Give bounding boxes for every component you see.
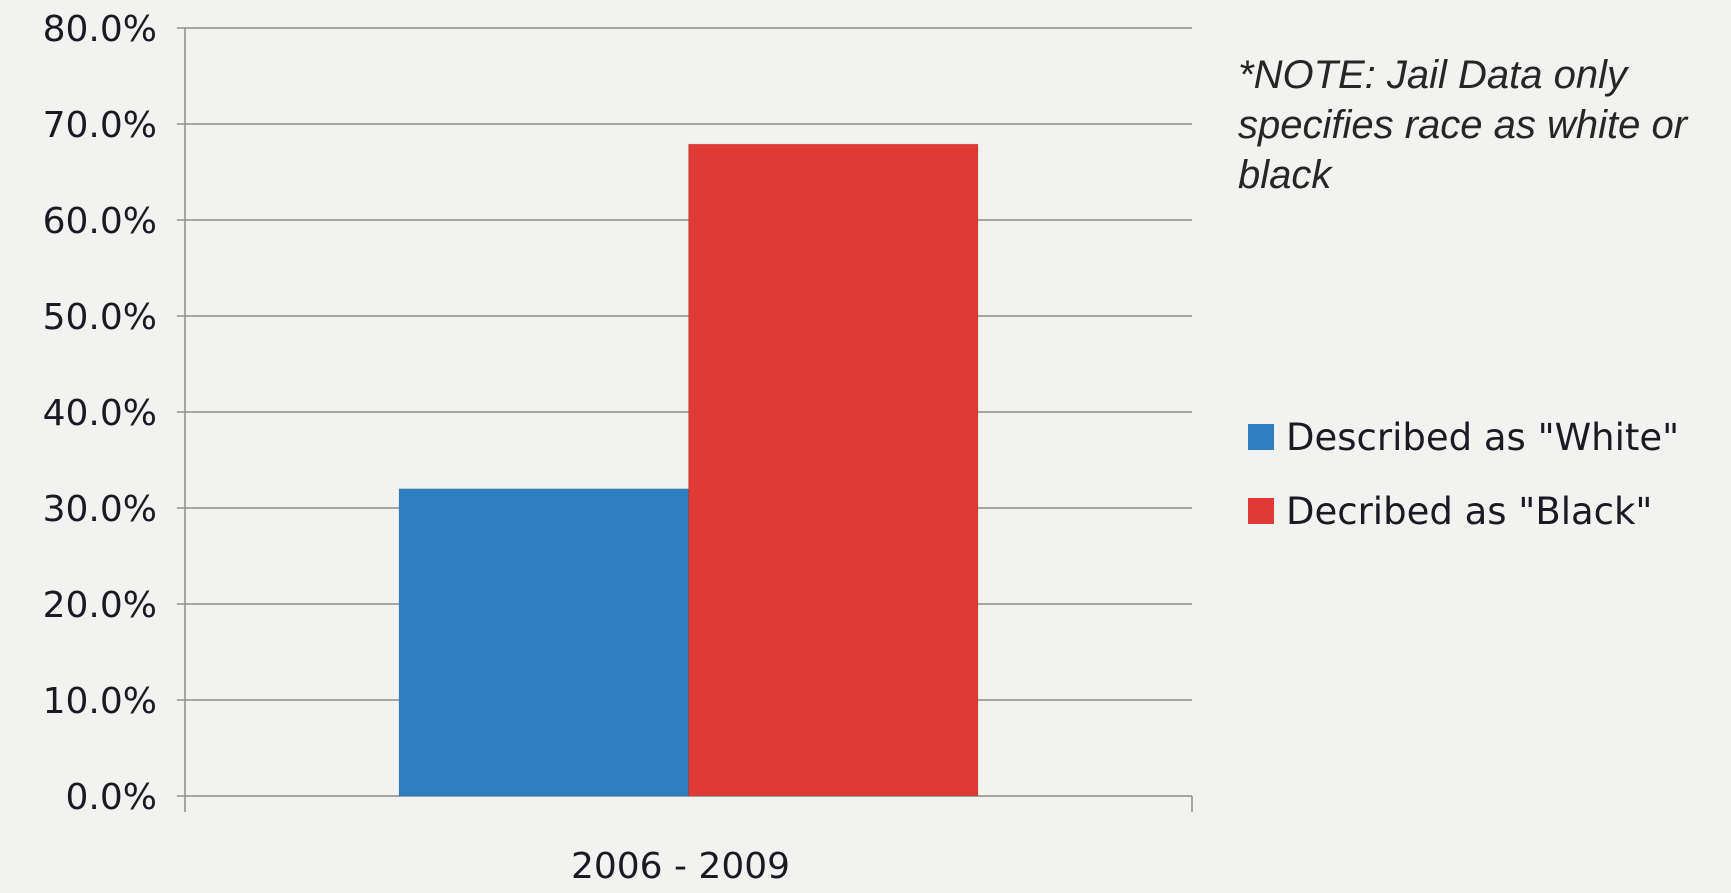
bar-black [688,143,979,797]
legend-swatch-black [1248,498,1274,524]
y-tick-label: 80.0% [43,9,157,50]
legend-label-white: Described as "White" [1286,415,1680,459]
x-category-label: 2006 - 2009 [571,846,790,887]
legend-item-white: Described as "White" [1248,400,1679,474]
y-tick-label: 20.0% [43,585,157,626]
y-tick-label: 0.0% [66,777,157,818]
legend-item-black: Decribed as "Black" [1248,474,1679,548]
y-tick-label: 60.0% [43,201,157,242]
bar-white [398,488,689,797]
legend-label-black: Decribed as "Black" [1286,489,1653,533]
legend-swatch-white [1248,424,1274,450]
chart-annotation-note: *NOTE: Jail Data only specifies race as … [1238,53,1688,197]
y-tick-label: 70.0% [43,105,157,146]
y-tick-label: 30.0% [43,489,157,530]
y-tick-label: 50.0% [43,297,157,338]
y-tick-label: 40.0% [43,393,157,434]
y-tick-label: 10.0% [43,681,157,722]
chart-legend: Described as "White" Decribed as "Black" [1248,400,1679,548]
